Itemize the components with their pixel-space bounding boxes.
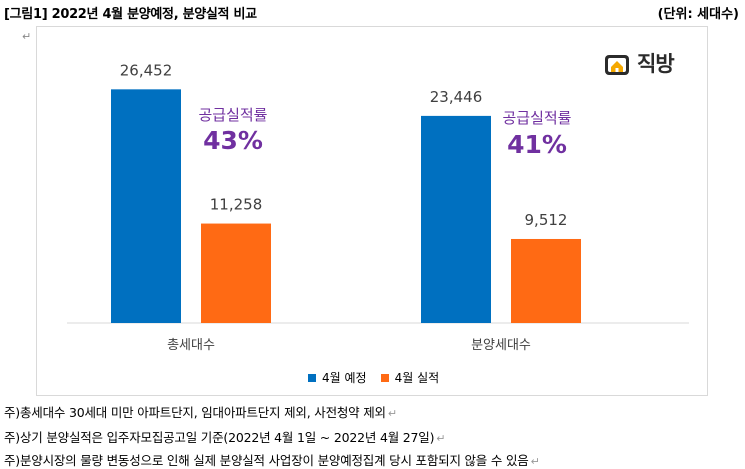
bar-chart: 26,452 23,446 11,258 9,512 총세대수 분양세대수 공급실적률 43%… [67, 61, 689, 353]
paragraph-mark: ↵ [22, 30, 32, 43]
category-label: 분양세대수 [471, 338, 531, 353]
data-label: 9,512 [525, 211, 568, 229]
bar-plan-0 [111, 89, 181, 323]
bar-actual-1 [511, 238, 581, 323]
footnote-3: 주)분양시장의 물량 변동성으로 인해 실제 분양실적 사업장이 분양예정집계 … [4, 453, 540, 468]
legend-label-actual: 4월 실적 [394, 371, 440, 385]
category-label: 총세대수 [167, 338, 215, 353]
footnote-1: 주)총세대수 30세대 미만 아파트단지, 임대아파트단지 제외, 사전청약 제… [4, 405, 397, 420]
data-label: 26,452 [120, 61, 173, 79]
figure-title: [그림1] 2022년 4월 분양예정, 분양실적 비교 [4, 7, 257, 22]
footnote-2: 주)상기 분양실적은 입주자모집공고일 기준(2022년 4월 1일 ~ 202… [4, 430, 446, 445]
annotation-label: 공급실적률 [198, 106, 267, 124]
legend-swatch-actual [380, 373, 389, 382]
legend-swatch-plan [308, 373, 316, 382]
legend-item-actual: 4월 실적 [380, 369, 440, 386]
bar-actual-0 [201, 223, 271, 323]
legend-label-plan: 4월 예정 [322, 371, 367, 385]
legend: 4월 예정 4월 실적 [308, 369, 453, 386]
legend-item-plan: 4월 예정 [308, 369, 367, 386]
annotation-label: 공급실적률 [502, 109, 571, 127]
data-label: 11,258 [210, 196, 263, 214]
logo-text: 직방 [637, 52, 675, 76]
bar-plan-1 [421, 115, 491, 323]
chart-frame: 직방 26,452 23,446 11,258 9,512 총세대수 분양세대수 공급실적률… [36, 26, 708, 396]
annotation-value: 43% [203, 126, 263, 155]
annotation-value: 41% [507, 130, 567, 159]
unit-label: (단위: 세대수) [657, 7, 739, 22]
data-label: 23,446 [430, 88, 483, 106]
zigbang-logo: 직방 [603, 47, 683, 77]
